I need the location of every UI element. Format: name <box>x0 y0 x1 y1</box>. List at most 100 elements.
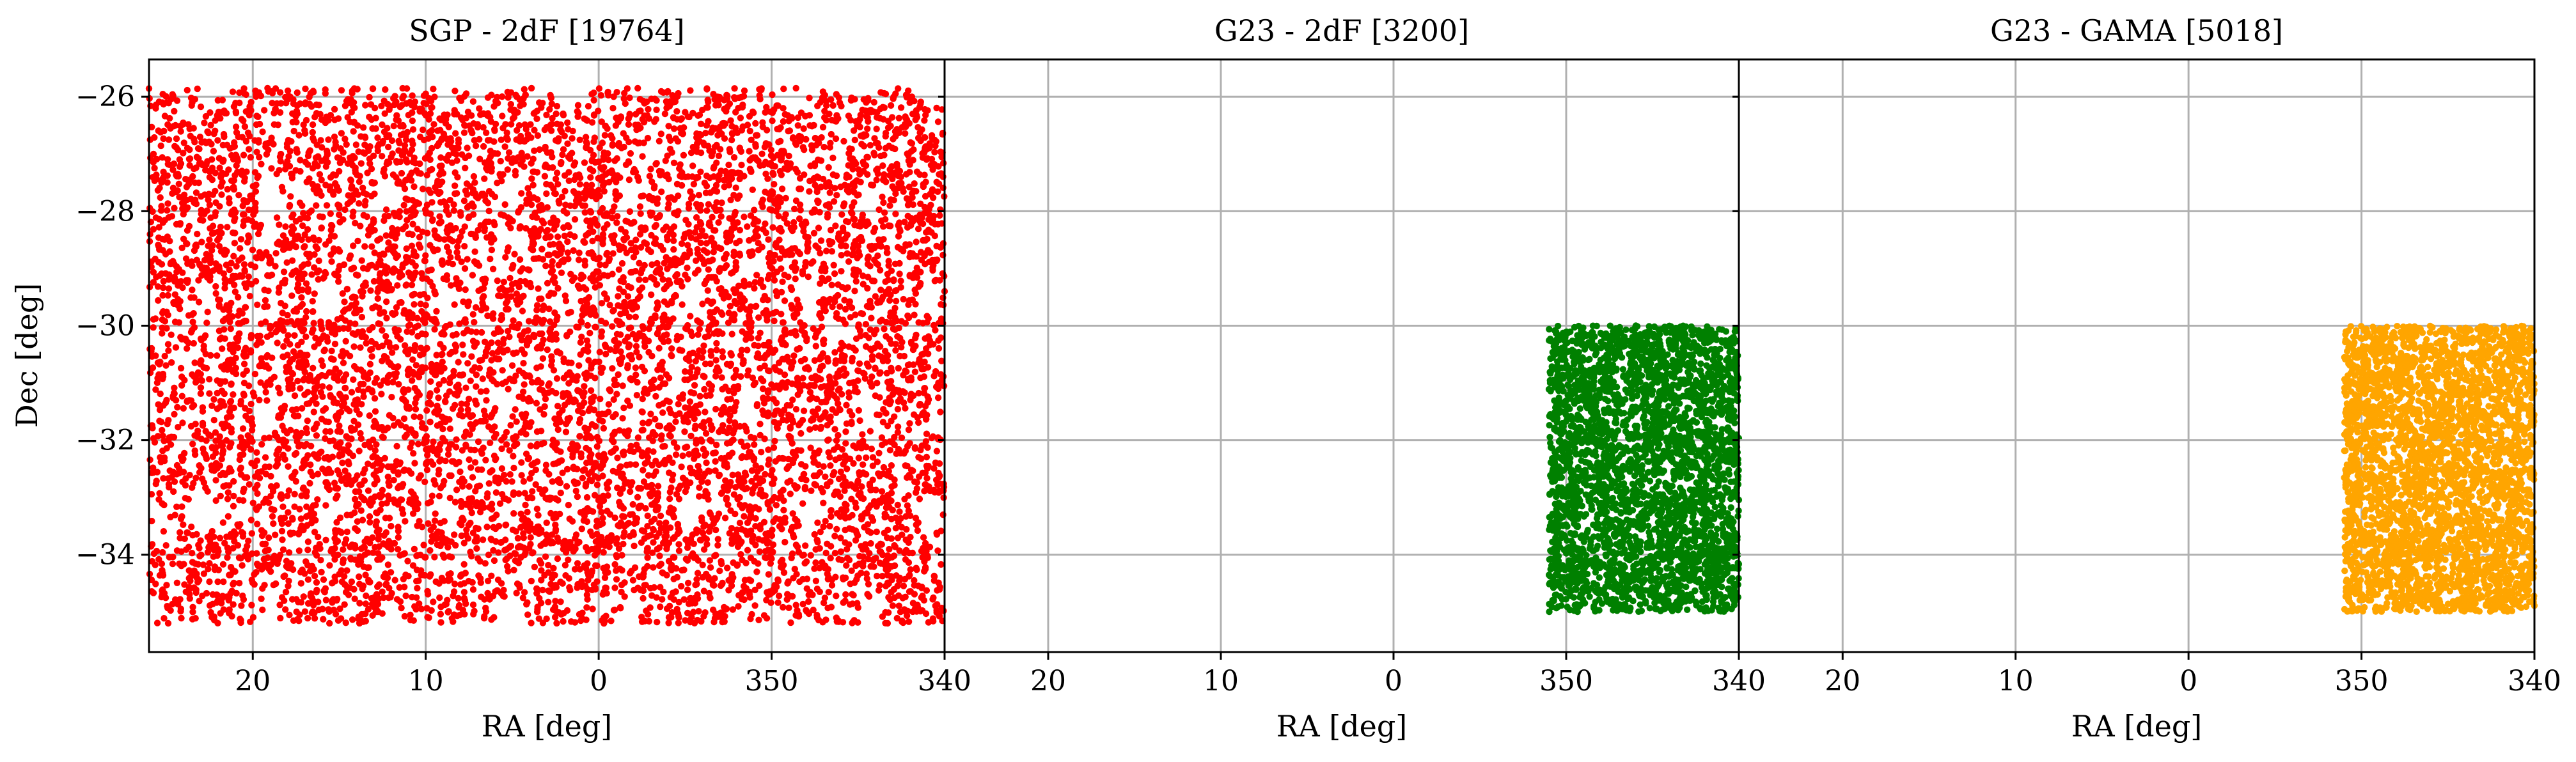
data-point <box>663 424 670 432</box>
data-point <box>489 265 497 272</box>
data-point <box>847 314 854 321</box>
data-point <box>535 285 542 292</box>
data-point <box>175 180 182 187</box>
data-point <box>370 549 377 556</box>
data-point <box>194 85 201 93</box>
data-point <box>441 554 448 561</box>
data-point <box>907 588 915 595</box>
data-point <box>826 522 833 530</box>
data-point <box>425 400 432 407</box>
data-point <box>318 224 325 231</box>
data-point <box>309 298 316 305</box>
data-point <box>870 228 877 235</box>
data-point <box>661 110 669 118</box>
data-point <box>911 582 918 589</box>
data-point <box>331 105 338 113</box>
data-point <box>240 485 247 492</box>
data-point <box>189 286 196 293</box>
data-point <box>345 325 352 332</box>
data-point <box>437 610 444 618</box>
data-point <box>544 346 551 354</box>
data-point <box>428 492 436 499</box>
data-point <box>383 499 390 507</box>
data-point <box>469 98 477 105</box>
data-point <box>741 469 749 476</box>
data-point <box>175 266 182 273</box>
data-point <box>656 345 663 352</box>
data-point <box>666 495 673 502</box>
data-point <box>653 97 660 104</box>
data-point <box>574 102 582 109</box>
data-point <box>625 138 632 146</box>
data-point <box>645 105 652 113</box>
data-point <box>576 249 583 256</box>
data-point <box>845 113 852 120</box>
data-point <box>366 412 373 419</box>
data-point <box>703 459 710 467</box>
data-point <box>302 116 310 124</box>
data-point <box>553 110 560 118</box>
data-point <box>395 546 402 553</box>
data-point <box>163 325 170 332</box>
data-point <box>624 362 631 369</box>
data-point <box>732 208 739 216</box>
data-point <box>212 283 219 290</box>
data-point <box>461 223 468 230</box>
data-point <box>227 325 234 332</box>
data-point <box>161 217 168 224</box>
data-point <box>373 518 380 525</box>
data-point <box>395 380 402 388</box>
data-point <box>554 534 561 541</box>
data-point <box>498 93 506 100</box>
data-point <box>933 529 940 536</box>
data-point <box>617 348 624 355</box>
data-point <box>732 184 739 191</box>
data-point <box>741 214 748 221</box>
data-point <box>473 545 480 552</box>
data-point <box>532 255 540 262</box>
data-point <box>619 382 626 389</box>
data-point <box>352 320 359 327</box>
data-point <box>290 472 297 479</box>
data-point <box>696 484 703 491</box>
data-point <box>753 132 761 139</box>
data-point <box>715 102 722 109</box>
data-point <box>241 175 248 182</box>
data-point <box>419 185 427 192</box>
data-point <box>186 595 193 602</box>
data-point <box>520 530 527 537</box>
data-point <box>245 273 252 281</box>
data-point <box>787 425 794 432</box>
data-point <box>480 407 488 414</box>
data-point <box>887 196 895 203</box>
data-point <box>395 137 402 144</box>
data-point <box>725 161 732 169</box>
data-point <box>374 237 381 244</box>
data-point <box>844 554 851 562</box>
data-point <box>568 359 575 366</box>
data-point <box>903 368 910 375</box>
data-point <box>427 156 434 163</box>
data-point <box>467 377 474 384</box>
data-point <box>430 598 437 605</box>
data-point <box>661 298 668 305</box>
data-point <box>833 313 840 321</box>
data-point <box>322 268 329 276</box>
data-point <box>814 519 821 526</box>
data-point <box>885 262 892 269</box>
data-point <box>253 550 260 557</box>
data-point <box>752 120 759 127</box>
data-point <box>659 380 666 387</box>
data-point <box>712 227 719 234</box>
data-point <box>746 237 753 244</box>
data-point <box>587 387 595 394</box>
data-point <box>721 515 729 522</box>
data-point <box>224 495 232 502</box>
data-point <box>797 430 805 437</box>
data-point <box>473 383 480 390</box>
data-point <box>615 266 623 273</box>
data-point <box>751 206 758 214</box>
data-point <box>664 237 671 244</box>
data-point <box>546 251 553 258</box>
